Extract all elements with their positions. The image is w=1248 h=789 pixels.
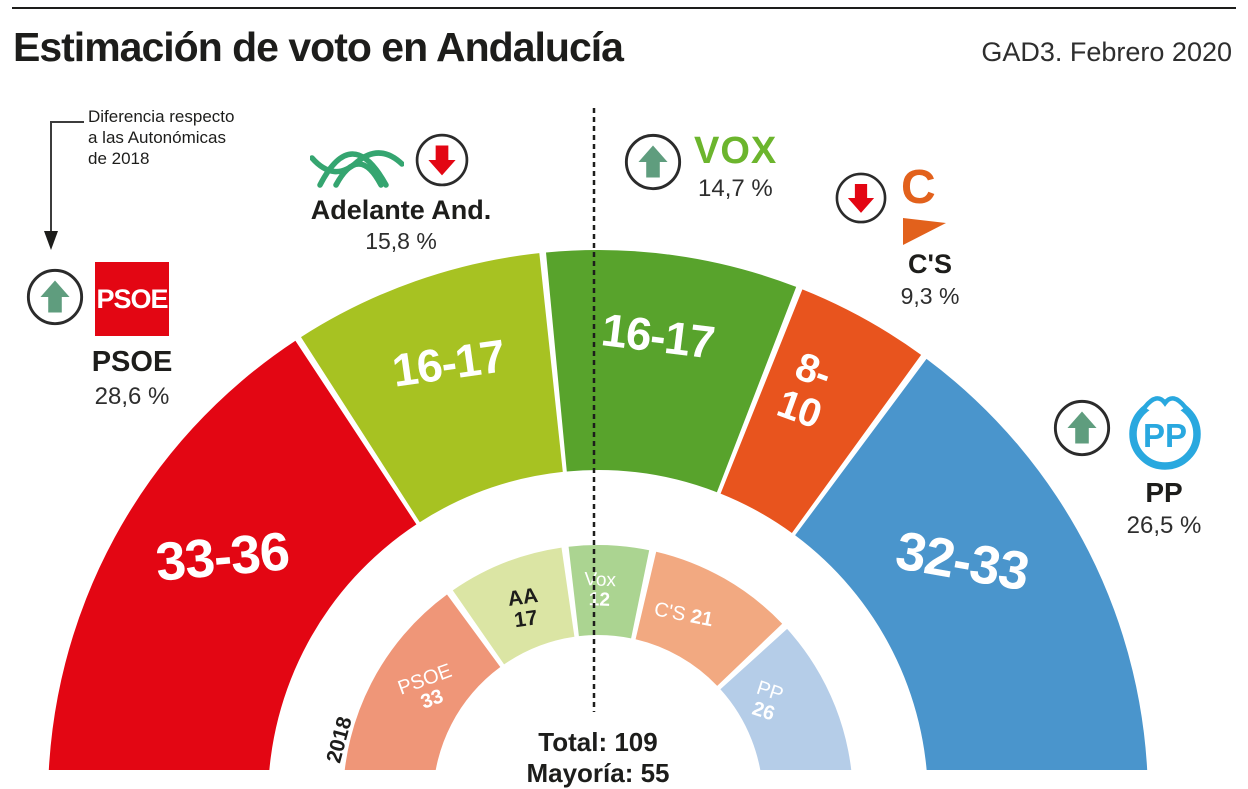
- cs-percent-label: 9,3 %: [900, 283, 960, 309]
- annotation-connector-horizontal: [50, 121, 84, 123]
- segment-cs-estimate-2020: [720, 289, 922, 533]
- psoe-percent-label: 28,6 %: [94, 383, 170, 410]
- psoe-logo-icon: PSOE: [95, 262, 169, 336]
- segment-pp-result-2018: [720, 628, 852, 770]
- cs-logo-triangle-icon: [903, 218, 946, 245]
- vox-trend-up-icon: [622, 131, 684, 198]
- annotation-line-1: Diferencia respecto: [88, 107, 235, 126]
- segment-aa-estimate-2020: [301, 253, 563, 523]
- adelante-name-label: Adelante And.: [310, 195, 492, 225]
- segment-vox-estimate-2020: [546, 250, 797, 493]
- adelante-logo-icon: [310, 150, 404, 188]
- segment-label-psoe-estimate: 33-36: [153, 521, 291, 592]
- segment-label-aa-2018: AA17: [506, 584, 542, 633]
- cs-logo-icon: C: [901, 161, 936, 214]
- segment-psoe-result-2018: [344, 594, 501, 770]
- pp-percent-label: 26,5 %: [1126, 512, 1202, 539]
- pp-trend-up-icon: [1051, 397, 1113, 464]
- source-label: GAD3. Febrero 2020: [981, 37, 1232, 67]
- pp-name-label: PP: [1145, 477, 1183, 508]
- annotation-arrowhead-icon: [44, 231, 58, 250]
- page-title: Estimación de voto en Andalucía: [13, 24, 624, 70]
- vox-percent-label: 14,7 %: [698, 175, 773, 202]
- annotation-connector-vertical: [50, 121, 52, 231]
- segment-vox-result-2018: [568, 545, 650, 639]
- majority-label: Mayoría: 55: [526, 758, 670, 788]
- total-seats-label: Total: 109: [538, 727, 658, 757]
- segment-pp-estimate-2020: [795, 358, 1148, 770]
- segment-psoe-estimate-2020: [48, 340, 417, 770]
- adelante-percent-label: 15,8 %: [365, 228, 437, 254]
- vox-logo-icon: VOX: [694, 130, 778, 172]
- psoe-name-label: PSOE: [91, 346, 173, 378]
- cs-trend-down-icon: [833, 170, 889, 231]
- segment-cs-result-2018: [635, 551, 783, 686]
- pp-logo-icon: PP: [1129, 392, 1201, 470]
- psoe-trend-up-icon: [24, 266, 86, 333]
- annotation-line-2: a las Autonómicas: [88, 128, 226, 147]
- segment-aa-result-2018: [452, 547, 575, 665]
- annotation-line-3: de 2018: [88, 149, 150, 168]
- cs-name-label: C'S: [908, 249, 952, 279]
- adelante-trend-down-icon: [413, 131, 471, 194]
- annotation-text: Diferencia respecto a las Autonómicas de…: [88, 106, 234, 169]
- psoe-logo-text: PSOE: [96, 283, 168, 314]
- top-rule: [12, 7, 1236, 9]
- pp-logo-text: PP: [1143, 417, 1187, 454]
